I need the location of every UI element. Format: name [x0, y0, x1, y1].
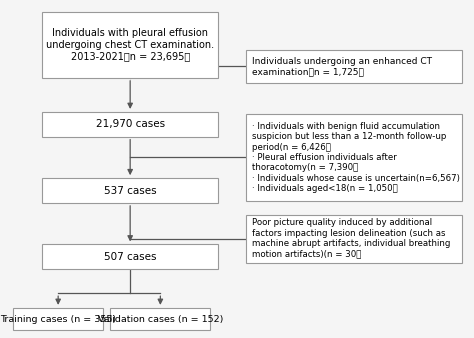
FancyBboxPatch shape [246, 50, 462, 83]
FancyBboxPatch shape [246, 114, 462, 201]
FancyBboxPatch shape [110, 308, 210, 330]
FancyBboxPatch shape [42, 112, 219, 137]
FancyBboxPatch shape [42, 178, 219, 203]
Text: 507 cases: 507 cases [104, 252, 156, 262]
Text: Training cases (n = 355): Training cases (n = 355) [0, 315, 116, 323]
Text: · Individuals with benign fluid accumulation
suspicion but less than a 12-month : · Individuals with benign fluid accumula… [252, 122, 460, 193]
FancyBboxPatch shape [246, 215, 462, 263]
Text: Poor picture quality induced by additional
factors impacting lesion delineation : Poor picture quality induced by addition… [252, 218, 450, 259]
Text: Validation cases (n = 152): Validation cases (n = 152) [98, 315, 223, 323]
FancyBboxPatch shape [13, 308, 103, 330]
FancyBboxPatch shape [42, 244, 219, 269]
Text: Individuals with pleural effusion
undergoing chest CT examination.
2013-2021（n =: Individuals with pleural effusion underg… [46, 28, 214, 62]
Text: Individuals undergoing an enhanced CT
examination（n = 1,725）: Individuals undergoing an enhanced CT ex… [252, 57, 432, 76]
Text: 537 cases: 537 cases [104, 186, 156, 195]
FancyBboxPatch shape [42, 11, 219, 78]
Text: 21,970 cases: 21,970 cases [96, 119, 165, 129]
